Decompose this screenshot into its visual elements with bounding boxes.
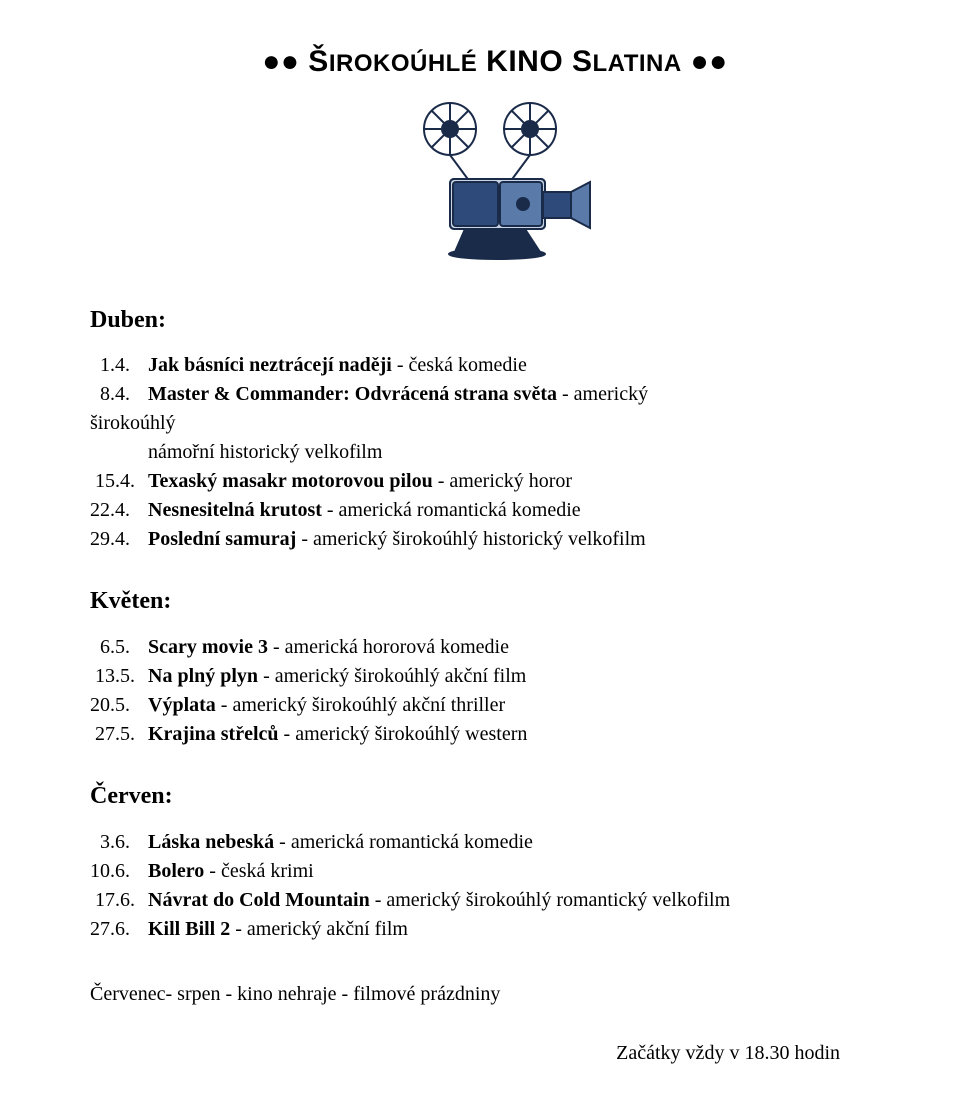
film-title: Návrat do Cold Mountain	[148, 889, 370, 911]
title-prefix: ●●	[262, 45, 308, 78]
month-heading-kveten: Květen:	[90, 584, 900, 619]
page-title-row: ●● ŠIROKOÚHLÉ KINO SLATINA ●●	[90, 40, 900, 84]
film-wrap-line: širokoúhlý	[90, 409, 900, 438]
film-entry: Na plný plyn - americký širokoúhlý akční…	[148, 662, 900, 691]
film-title: Výplata	[148, 694, 216, 716]
month-heading-cerven: Červen:	[90, 779, 900, 814]
film-desc: - americký širokoúhlý historický velkofi…	[296, 528, 645, 550]
film-entry: Láska nebeská - americká romantická kome…	[148, 828, 900, 857]
film-date: 6.5.	[90, 633, 148, 662]
film-date: 3.6.	[90, 828, 148, 857]
start-time-note: Začátky vždy v 18.30 hodin	[90, 1039, 900, 1068]
title-part1: Š	[308, 45, 329, 78]
film-desc: - česká komedie	[392, 354, 527, 376]
page-title: ●● ŠIROKOÚHLÉ KINO SLATINA ●●	[262, 45, 728, 78]
listing-duben: 1.4. Jak básníci neztrácejí naději - čes…	[90, 351, 900, 554]
film-title: Kill Bill 2	[148, 918, 230, 940]
film-date: 1.4.	[90, 351, 148, 380]
film-date: 22.4.	[90, 496, 148, 525]
film-row: 27.6. Kill Bill 2 - americký akční film	[90, 915, 900, 944]
film-row: 6.5. Scary movie 3 - americká hororová k…	[90, 633, 900, 662]
film-title: Jak básníci neztrácejí naději	[148, 354, 392, 376]
film-entry: Návrat do Cold Mountain - americký širok…	[148, 886, 900, 915]
film-row: 1.4. Jak básníci neztrácejí naději - čes…	[90, 351, 900, 380]
film-entry: Nesnesitelná krutost - americká romantic…	[148, 496, 900, 525]
film-date: 27.5.	[90, 720, 148, 749]
title-suffix: ●●	[682, 45, 728, 78]
film-title: Master & Commander: Odvrácená strana svě…	[148, 383, 557, 405]
film-title: Na plný plyn	[148, 665, 258, 687]
film-title: Nesnesitelná krutost	[148, 499, 322, 521]
film-row: 20.5. Výplata - americký širokoúhlý akčn…	[90, 691, 900, 720]
film-title: Scary movie 3	[148, 636, 268, 658]
film-entry: Poslední samuraj - americký širokoúhlý h…	[148, 525, 900, 554]
film-title: Bolero	[148, 860, 204, 882]
film-indent-line: námořní historický velkofilm	[90, 438, 900, 467]
film-desc: - americký širokoúhlý romantický velkofi…	[370, 889, 730, 911]
film-entry: Texaský masakr motorovou pilou - americk…	[148, 467, 900, 496]
film-row: 15.4. Texaský masakr motorovou pilou - a…	[90, 467, 900, 496]
film-title: Krajina střelců	[148, 723, 279, 745]
film-entry: Krajina střelců - americký širokoúhlý we…	[148, 720, 900, 749]
film-date: 29.4.	[90, 525, 148, 554]
film-desc: - americká romantická komedie	[322, 499, 581, 521]
film-row: 8.4. Master & Commander: Odvrácená stran…	[90, 380, 900, 409]
projector-icon	[395, 94, 595, 264]
title-part1b: IROKOÚHLÉ	[329, 50, 478, 77]
title-part2b: LATINA	[593, 50, 682, 77]
film-desc: - americký širokoúhlý akční film	[258, 665, 526, 687]
film-desc: - americká romantická komedie	[274, 831, 533, 853]
month-heading-duben: Duben:	[90, 303, 900, 338]
listing-kveten: 6.5. Scary movie 3 - americká hororová k…	[90, 633, 900, 749]
film-row: 3.6. Láska nebeská - americká romantická…	[90, 828, 900, 857]
film-entry: Jak básníci neztrácejí naději - česká ko…	[148, 351, 900, 380]
film-desc: - americký	[557, 383, 648, 405]
film-date: 20.5.	[90, 691, 148, 720]
film-title: Texaský masakr motorovou pilou	[148, 470, 433, 492]
film-desc: - americký horor	[433, 470, 572, 492]
film-title: Láska nebeská	[148, 831, 274, 853]
film-row: 22.4. Nesnesitelná krutost - americká ro…	[90, 496, 900, 525]
title-part2: KINO S	[477, 45, 592, 78]
film-desc: - americký širokoúhlý akční thriller	[216, 694, 505, 716]
film-row: 10.6. Bolero - česká krimi	[90, 857, 900, 886]
film-desc: - americká hororová komedie	[268, 636, 509, 658]
film-row: 17.6. Návrat do Cold Mountain - americký…	[90, 886, 900, 915]
film-entry: Scary movie 3 - americká hororová komedi…	[148, 633, 900, 662]
film-desc: - česká krimi	[204, 860, 313, 882]
film-desc: - americký širokoúhlý western	[279, 723, 528, 745]
film-date: 27.6.	[90, 915, 148, 944]
film-date: 15.4.	[90, 467, 148, 496]
film-date: 13.5.	[90, 662, 148, 691]
projector-image	[90, 94, 900, 273]
listing-cerven: 3.6. Láska nebeská - americká romantická…	[90, 828, 900, 944]
film-row: 29.4. Poslední samuraj - americký široko…	[90, 525, 900, 554]
film-date: 17.6.	[90, 886, 148, 915]
film-entry: Kill Bill 2 - americký akční film	[148, 915, 900, 944]
film-entry: Master & Commander: Odvrácená strana svě…	[148, 380, 900, 409]
film-entry: Bolero - česká krimi	[148, 857, 900, 886]
summer-note: Červenec- srpen - kino nehraje - filmové…	[90, 980, 900, 1009]
film-entry: Výplata - americký širokoúhlý akční thri…	[148, 691, 900, 720]
film-row: 13.5. Na plný plyn - americký širokoúhlý…	[90, 662, 900, 691]
film-date: 10.6.	[90, 857, 148, 886]
film-date: 8.4.	[90, 380, 148, 409]
film-desc: - americký akční film	[230, 918, 408, 940]
film-row: 27.5. Krajina střelců - americký širokoú…	[90, 720, 900, 749]
film-title: Poslední samuraj	[148, 528, 296, 550]
